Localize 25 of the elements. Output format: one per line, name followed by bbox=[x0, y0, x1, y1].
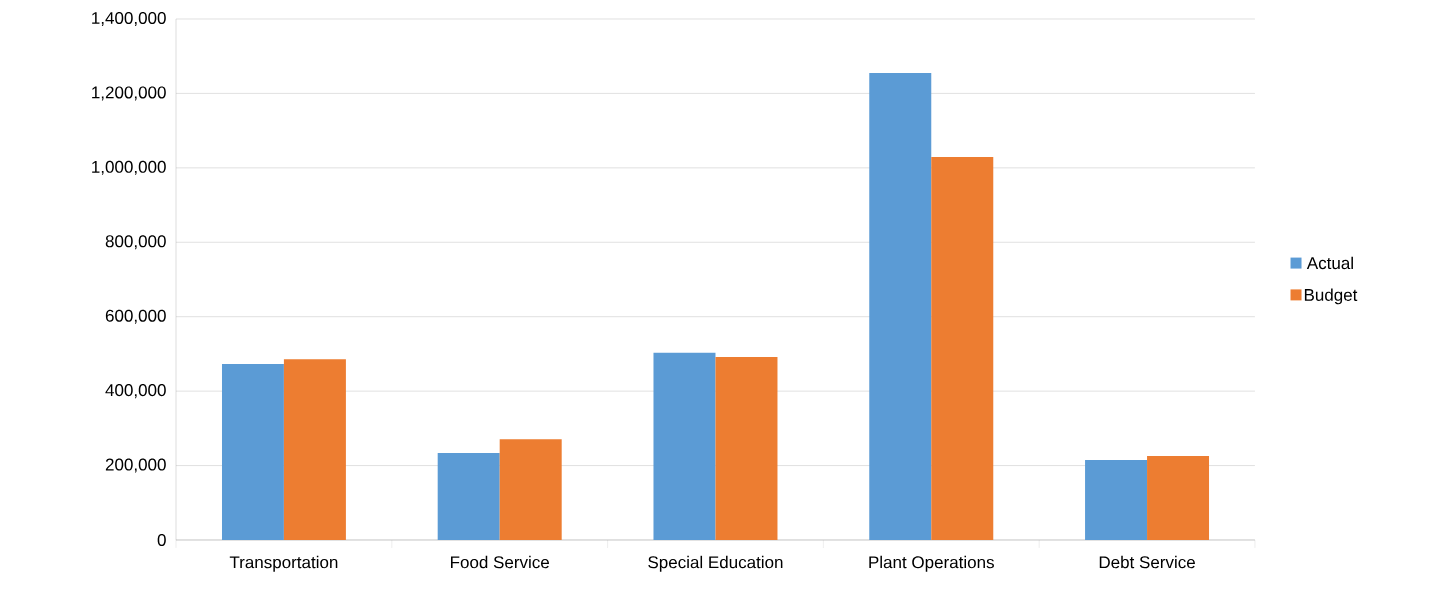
bar bbox=[499, 439, 562, 540]
y-tick-label: 400,000 bbox=[105, 384, 166, 399]
y-tick-label: 0 bbox=[157, 533, 166, 547]
y-tick-label: 1,200,000 bbox=[92, 86, 166, 101]
x-tick-label: Special Education bbox=[648, 555, 783, 572]
x-tick-label: Food Service bbox=[451, 555, 549, 569]
y-tick-label: 600,000 bbox=[105, 309, 166, 324]
x-tick-label: Plant Operations bbox=[869, 555, 994, 572]
bar bbox=[931, 157, 994, 540]
bar bbox=[437, 452, 500, 540]
bar bbox=[221, 363, 284, 540]
bar bbox=[869, 72, 932, 540]
y-tick-label: 1,400,000 bbox=[92, 11, 166, 27]
x-tick-label: Transportation bbox=[229, 555, 338, 572]
bar bbox=[715, 356, 778, 540]
x-tick-label: Debt Service bbox=[1099, 555, 1195, 569]
y-tick-label: 1,000,000 bbox=[92, 160, 166, 175]
bar bbox=[1147, 455, 1210, 540]
legend-label: Budget bbox=[1304, 288, 1358, 305]
bar bbox=[1085, 459, 1148, 540]
legend-label: Actual bbox=[1306, 256, 1353, 270]
y-tick-label: 200,000 bbox=[105, 458, 166, 473]
bar bbox=[653, 352, 716, 540]
bar bbox=[283, 359, 346, 540]
y-tick-label: 800,000 bbox=[105, 235, 166, 250]
